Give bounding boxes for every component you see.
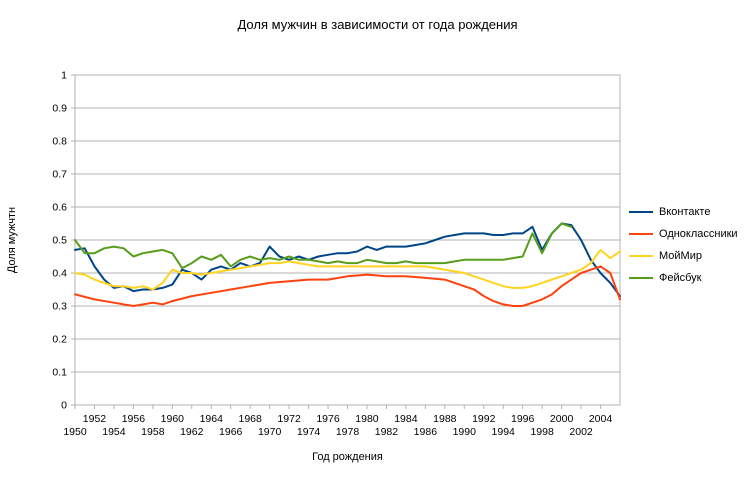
x-tick-label: 1966 xyxy=(219,426,243,438)
x-axis-title: Год рождения xyxy=(312,451,383,463)
x-tick-label: 1994 xyxy=(492,426,516,438)
legend-swatch xyxy=(629,211,653,213)
x-tick-label: 1982 xyxy=(375,426,399,438)
y-tick-label: 0.7 xyxy=(52,169,67,181)
x-tick-label: 1976 xyxy=(316,413,340,425)
chart-title: Доля мужчин в зависимости от года рожден… xyxy=(237,17,518,32)
x-tick-label: 1984 xyxy=(394,413,418,425)
x-tick-label: 1962 xyxy=(180,426,204,438)
x-tick-label: 1998 xyxy=(530,426,554,438)
x-tick-label: 1958 xyxy=(141,426,165,438)
x-tick-label: 1992 xyxy=(472,413,496,425)
x-tick-label: 1960 xyxy=(161,413,185,425)
y-tick-label: 0.8 xyxy=(52,136,67,148)
y-tick-label: 0.9 xyxy=(52,103,67,115)
y-tick-label: 0.4 xyxy=(52,268,67,280)
legend-item-1: Вконтакте xyxy=(629,205,738,219)
series-line-2 xyxy=(74,265,621,307)
legend-label: Фейсбук xyxy=(659,272,702,284)
x-tick-label: 1950 xyxy=(63,426,87,438)
y-tick-label: 0.5 xyxy=(52,235,67,247)
legend-item-4: Фейсбук xyxy=(629,271,738,285)
x-tick-label: 1952 xyxy=(83,413,107,425)
x-tick-label: 1988 xyxy=(433,413,457,425)
x-tick-label: 1972 xyxy=(277,413,301,425)
y-tick-label: 0.3 xyxy=(52,301,67,313)
x-tick-label: 2004 xyxy=(589,413,613,425)
x-tick-label: 1990 xyxy=(453,426,477,438)
x-tick-label: 1974 xyxy=(297,426,321,438)
legend-swatch xyxy=(629,233,653,235)
legend-label: Вконтакте xyxy=(659,206,711,218)
series-line-4 xyxy=(74,222,573,270)
legend-item-3: МойМир xyxy=(629,249,738,263)
y-tick-label: 0.2 xyxy=(52,334,67,346)
x-tick-label: 1968 xyxy=(238,413,262,425)
x-tick-label: 1986 xyxy=(414,426,438,438)
series-line-1 xyxy=(74,222,621,298)
series-line-3 xyxy=(74,248,621,291)
legend: Вконтакте Одноклассники МойМир Фейсбук xyxy=(629,205,738,285)
x-tick-label: 1956 xyxy=(122,413,146,425)
y-tick-label: 0.1 xyxy=(52,367,67,379)
legend-swatch xyxy=(629,255,653,257)
x-tick-label: 1978 xyxy=(336,426,360,438)
y-tick-label: 1 xyxy=(61,70,67,82)
x-tick-label: 1996 xyxy=(511,413,535,425)
x-tick-label: 2000 xyxy=(550,413,574,425)
legend-label: МойМир xyxy=(659,250,702,262)
x-tick-label: 2002 xyxy=(569,426,593,438)
x-tick-label: 1970 xyxy=(258,426,282,438)
x-tick-label: 1980 xyxy=(355,413,379,425)
legend-item-2: Одноклассники xyxy=(629,227,738,241)
legend-swatch xyxy=(629,277,653,279)
legend-label: Одноклассники xyxy=(659,228,738,240)
y-tick-label: 0 xyxy=(61,400,67,412)
x-tick-label: 1964 xyxy=(200,413,224,425)
x-tick-label: 1954 xyxy=(102,426,126,438)
y-tick-label: 0.6 xyxy=(52,202,67,214)
